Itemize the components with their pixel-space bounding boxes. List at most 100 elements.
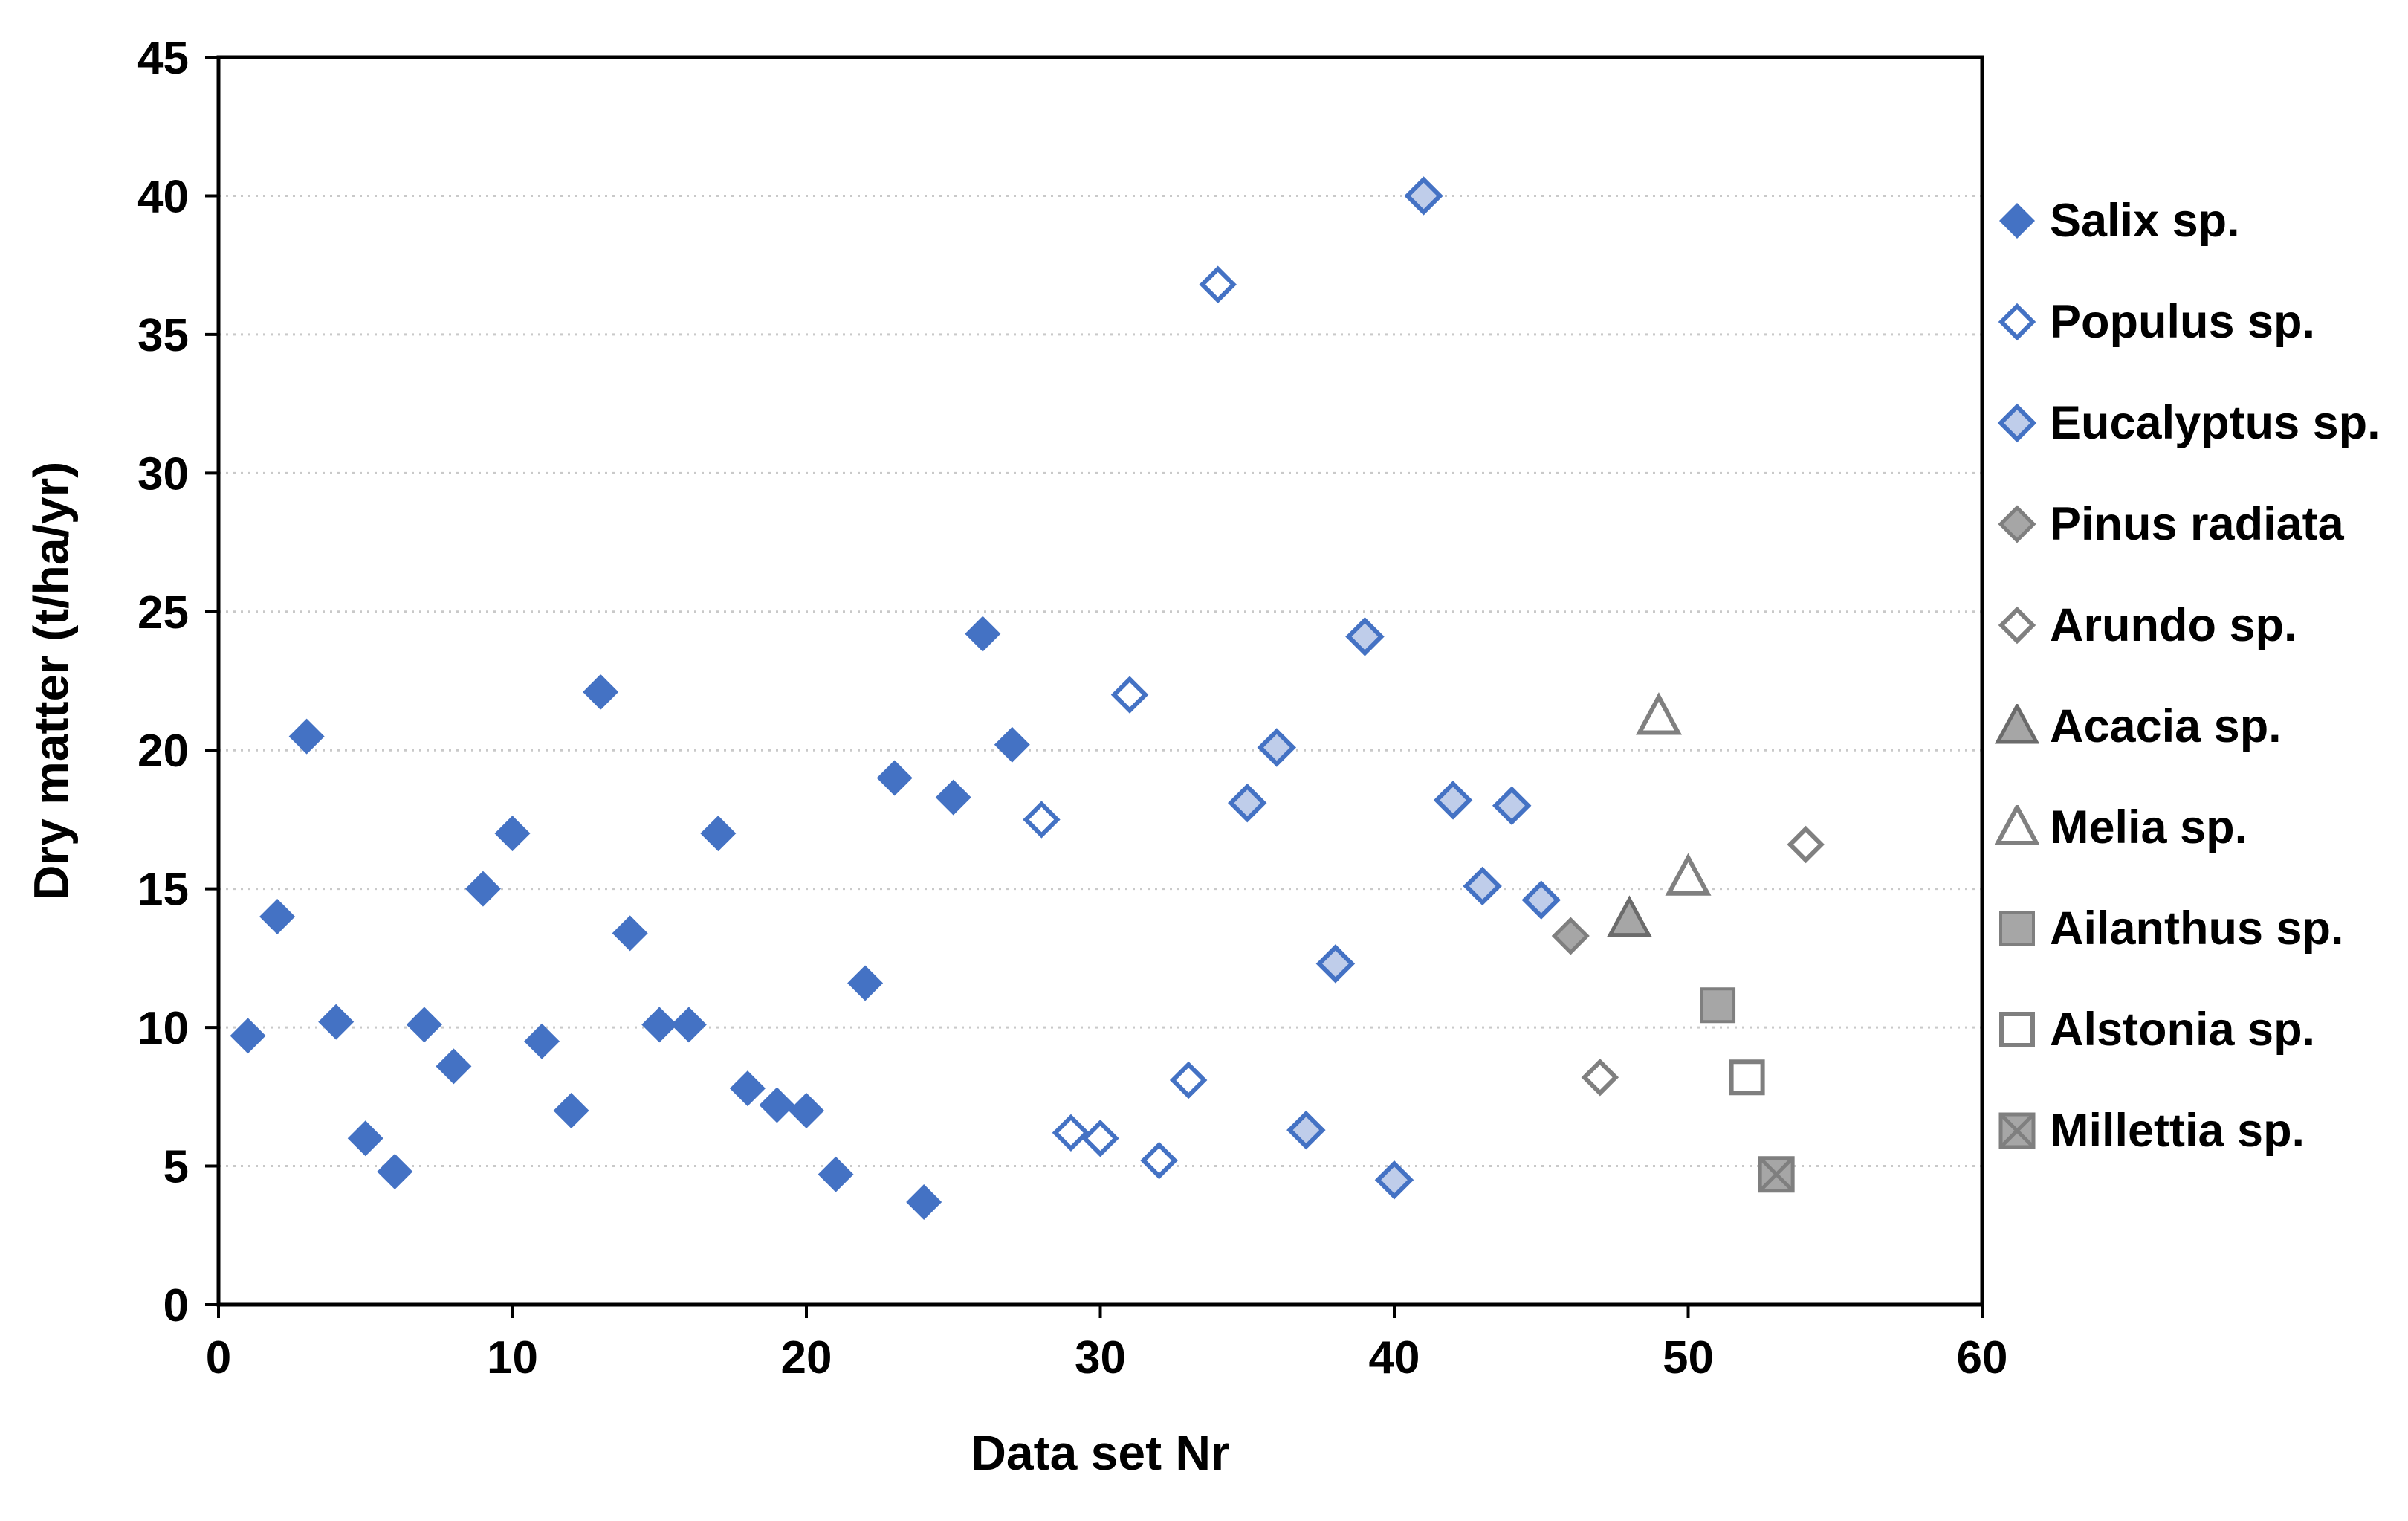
point-melia-sp bbox=[1635, 692, 1682, 735]
y-tick-label-35: 35 bbox=[137, 310, 189, 361]
pinus-radiata-marker-icon bbox=[1998, 505, 2036, 543]
x-tick-label-60: 60 bbox=[1957, 1332, 2008, 1383]
arundo-sp-marker-icon bbox=[1998, 606, 2036, 645]
point-acacia-sp bbox=[1607, 895, 1652, 937]
point-eucalyptus-sp bbox=[1463, 866, 1502, 906]
x-tick-label-0: 0 bbox=[206, 1332, 231, 1383]
point-eucalyptus-sp bbox=[1315, 944, 1356, 984]
y-tick-label-25: 25 bbox=[137, 587, 189, 639]
point-eucalyptus-sp bbox=[1228, 783, 1267, 823]
point-salix-sp bbox=[436, 1048, 472, 1085]
legend-item-alstonia-sp: Alstonia sp. bbox=[1995, 979, 2408, 1080]
point-ailanthus-sp bbox=[1700, 987, 1736, 1024]
point-salix-sp bbox=[230, 1018, 266, 1054]
point-salix-sp bbox=[759, 1087, 795, 1123]
point-millettia-sp bbox=[1758, 1156, 1795, 1193]
y-axis-title-wrap: Dry matter (t/ha/yr) bbox=[13, 57, 88, 1305]
salix-sp-marker-icon bbox=[1999, 203, 2035, 239]
y-tick-label-45: 45 bbox=[137, 33, 189, 84]
y-tick-label-30: 30 bbox=[137, 448, 189, 500]
y-tick-label-0: 0 bbox=[164, 1280, 189, 1331]
point-salix-sp bbox=[406, 1007, 442, 1043]
point-salix-sp bbox=[259, 898, 296, 934]
point-eucalyptus-sp bbox=[1286, 1110, 1326, 1150]
point-salix-sp bbox=[729, 1070, 766, 1107]
point-salix-sp bbox=[318, 1004, 355, 1040]
legend-label-alstonia-sp: Alstonia sp. bbox=[2050, 1004, 2316, 1056]
legend-label-ailanthus-sp: Ailanthus sp. bbox=[2050, 902, 2344, 955]
point-populus-sp bbox=[1140, 1141, 1178, 1180]
point-eucalyptus-sp bbox=[1404, 176, 1443, 216]
y-tick-label-10: 10 bbox=[137, 1003, 189, 1054]
point-salix-sp bbox=[994, 726, 1030, 763]
point-salix-sp bbox=[347, 1120, 383, 1157]
legend-item-arundo-sp: Arundo sp. bbox=[1995, 575, 2408, 676]
legend: Salix sp. Populus sp. Eucalyptus sp. Pin… bbox=[1995, 170, 2408, 1181]
y-axis-title: Dry matter (t/ha/yr) bbox=[23, 461, 78, 901]
point-populus-sp bbox=[1081, 1120, 1119, 1157]
point-eucalyptus-sp bbox=[1521, 880, 1561, 920]
point-salix-sp bbox=[935, 779, 971, 816]
point-populus-sp bbox=[1169, 1061, 1208, 1099]
point-salix-sp bbox=[524, 1023, 560, 1059]
point-melia-sp bbox=[1665, 853, 1712, 896]
legend-label-populus-sp: Populus sp. bbox=[2050, 296, 2316, 348]
legend-label-eucalyptus-sp: Eucalyptus sp. bbox=[2050, 397, 2381, 449]
millettia-sp-marker-icon bbox=[1998, 1112, 2036, 1149]
point-salix-sp bbox=[465, 871, 501, 907]
x-tick-label-20: 20 bbox=[781, 1332, 832, 1383]
point-populus-sp bbox=[1199, 265, 1237, 304]
x-tick-label-40: 40 bbox=[1369, 1332, 1420, 1383]
point-salix-sp bbox=[494, 816, 531, 852]
point-populus-sp bbox=[1052, 1114, 1090, 1152]
point-salix-sp bbox=[583, 674, 619, 710]
y-tick-label-40: 40 bbox=[137, 171, 189, 222]
plot-border bbox=[216, 55, 1984, 1307]
point-salix-sp bbox=[818, 1156, 854, 1192]
point-salix-sp bbox=[553, 1092, 589, 1128]
point-salix-sp bbox=[288, 718, 325, 755]
legend-item-pinus-radiata: Pinus radiata bbox=[1995, 474, 2408, 575]
point-salix-sp bbox=[965, 616, 1001, 652]
point-pinus-radiata bbox=[1551, 917, 1590, 955]
legend-item-eucalyptus-sp: Eucalyptus sp. bbox=[1995, 372, 2408, 474]
legend-label-salix-sp: Salix sp. bbox=[2050, 195, 2240, 247]
point-eucalyptus-sp bbox=[1374, 1160, 1414, 1200]
point-eucalyptus-sp bbox=[1492, 786, 1532, 826]
legend-item-ailanthus-sp: Ailanthus sp. bbox=[1995, 878, 2408, 979]
x-tick-label-50: 50 bbox=[1663, 1332, 1714, 1383]
point-salix-sp bbox=[700, 816, 737, 852]
point-salix-sp bbox=[906, 1184, 942, 1221]
point-eucalyptus-sp bbox=[1257, 728, 1297, 767]
point-populus-sp bbox=[1023, 801, 1061, 839]
point-salix-sp bbox=[377, 1154, 413, 1190]
legend-label-melia-sp: Melia sp. bbox=[2050, 801, 2248, 853]
point-salix-sp bbox=[847, 965, 884, 1001]
point-eucalyptus-sp bbox=[1345, 617, 1385, 656]
legend-item-millettia-sp: Millettia sp. bbox=[1995, 1080, 2408, 1181]
y-tick-label-5: 5 bbox=[164, 1142, 189, 1193]
point-arundo-sp bbox=[1581, 1058, 1619, 1097]
y-tick-label-20: 20 bbox=[137, 726, 189, 777]
point-salix-sp bbox=[612, 915, 648, 952]
alstonia-sp-marker-icon bbox=[1999, 1012, 2035, 1047]
point-salix-sp bbox=[670, 1007, 707, 1043]
point-salix-sp bbox=[789, 1092, 824, 1128]
point-alstonia-sp bbox=[1729, 1059, 1765, 1096]
acacia-sp-marker-icon bbox=[1995, 704, 2039, 744]
melia-sp-marker-icon bbox=[1995, 805, 2039, 845]
legend-item-populus-sp: Populus sp. bbox=[1995, 271, 2408, 372]
legend-label-millettia-sp: Millettia sp. bbox=[2050, 1105, 2305, 1157]
eucalyptus-sp-marker-icon bbox=[1997, 403, 2037, 443]
point-arundo-sp bbox=[1787, 825, 1825, 864]
legend-label-pinus-radiata: Pinus radiata bbox=[2050, 498, 2344, 550]
legend-item-melia-sp: Melia sp. bbox=[1995, 777, 2408, 878]
point-salix-sp bbox=[641, 1007, 678, 1043]
point-populus-sp bbox=[1110, 676, 1149, 714]
legend-item-acacia-sp: Acacia sp. bbox=[1995, 676, 2408, 777]
x-tick-label-10: 10 bbox=[487, 1332, 538, 1383]
point-salix-sp bbox=[876, 760, 913, 796]
legend-label-acacia-sp: Acacia sp. bbox=[2050, 700, 2282, 752]
